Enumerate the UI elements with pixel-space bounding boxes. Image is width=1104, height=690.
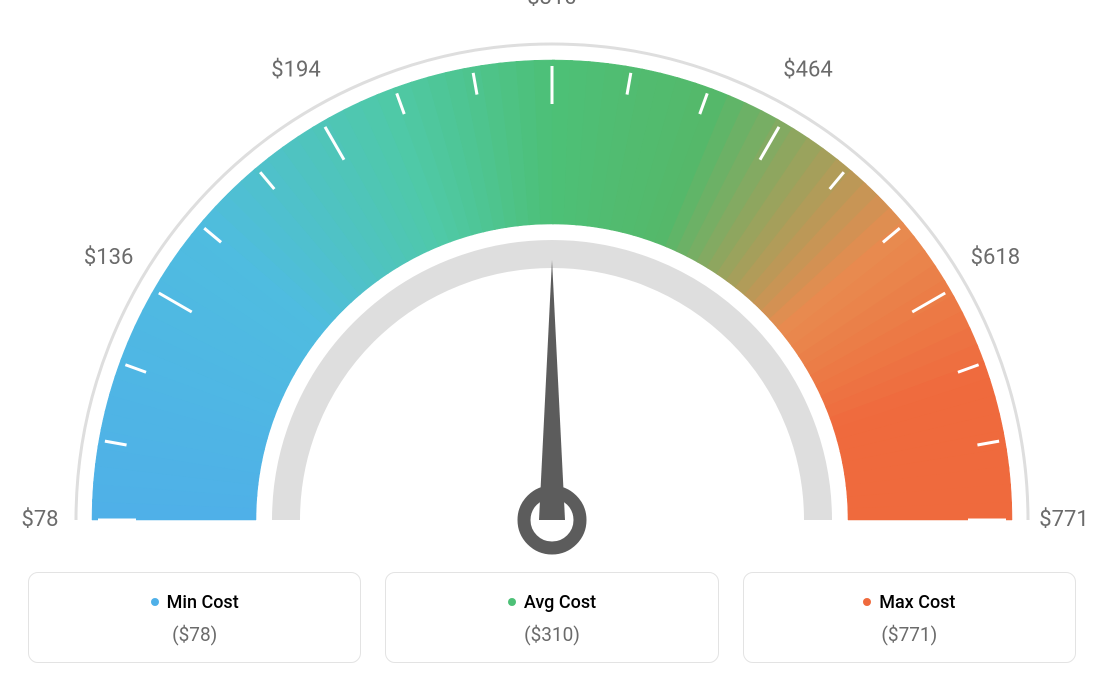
gauge-chart: $78 $136 $194 $310 $464 $618 $771	[0, 0, 1104, 560]
gauge-tick-label: $771	[1039, 507, 1088, 532]
legend-value: ($771)	[756, 623, 1063, 646]
gauge-tick-label: $464	[783, 58, 832, 83]
legend-title-avg: Avg Cost	[508, 592, 596, 613]
legend-value: ($78)	[41, 623, 348, 646]
dot-icon	[863, 598, 871, 606]
legend-label: Max Cost	[879, 592, 955, 613]
legend-card-max: Max Cost ($771)	[743, 572, 1076, 663]
gauge-tick-label: $194	[271, 58, 320, 83]
gauge-svg: $78 $136 $194 $310 $464 $618 $771	[0, 0, 1104, 560]
gauge-needle	[539, 260, 565, 520]
legend-label: Avg Cost	[524, 592, 596, 613]
legend-row: Min Cost ($78) Avg Cost ($310) Max Cost …	[0, 572, 1104, 663]
gauge-tick-label: $136	[84, 245, 133, 270]
legend-title-min: Min Cost	[151, 592, 239, 613]
legend-value: ($310)	[398, 623, 705, 646]
gauge-tick-label: $310	[527, 0, 576, 10]
dot-icon	[151, 598, 159, 606]
legend-card-min: Min Cost ($78)	[28, 572, 361, 663]
gauge-tick-label: $78	[21, 507, 58, 532]
legend-title-max: Max Cost	[863, 592, 955, 613]
legend-label: Min Cost	[167, 592, 239, 613]
gauge-tick-label: $618	[971, 245, 1020, 270]
dot-icon	[508, 598, 516, 606]
legend-card-avg: Avg Cost ($310)	[385, 572, 718, 663]
